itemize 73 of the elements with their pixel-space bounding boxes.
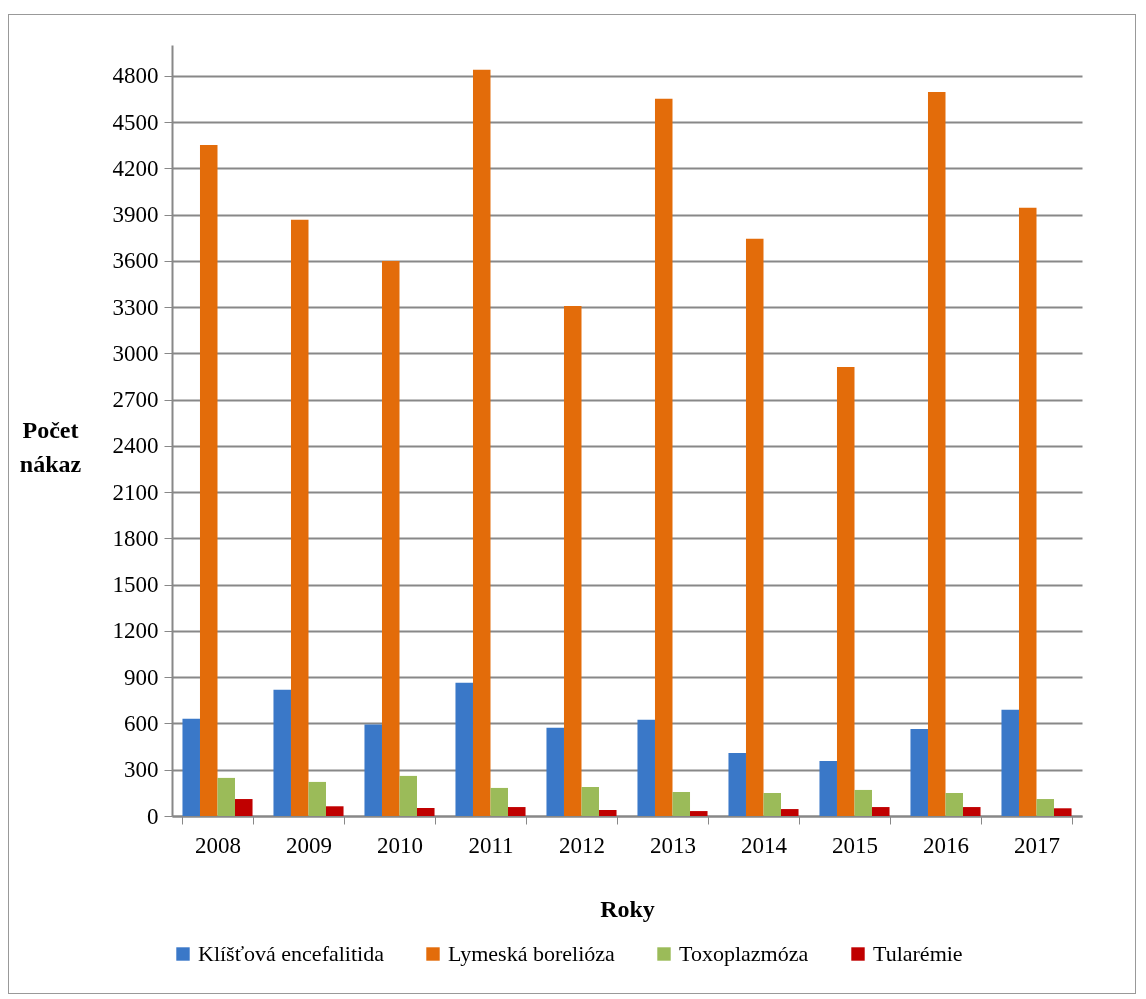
bar bbox=[399, 775, 418, 816]
bar bbox=[637, 719, 655, 816]
x-tick-label: 2011 bbox=[468, 832, 514, 858]
y-tick-label: 1200 bbox=[112, 618, 159, 644]
x-tick-label: 2008 bbox=[195, 832, 241, 858]
y-tick-label: 4500 bbox=[112, 109, 159, 135]
bar bbox=[763, 793, 782, 816]
x-tick-label: 2014 bbox=[741, 832, 788, 858]
bar bbox=[235, 799, 253, 816]
bar bbox=[308, 781, 327, 816]
x-tick-label: 2016 bbox=[923, 832, 969, 858]
legend-label: Tularémie bbox=[873, 941, 963, 966]
bar bbox=[381, 260, 400, 816]
bar bbox=[672, 791, 691, 816]
bar bbox=[819, 760, 837, 816]
y-tick-label: 3000 bbox=[112, 340, 159, 366]
bar bbox=[690, 811, 708, 816]
bar bbox=[563, 305, 582, 816]
bar bbox=[654, 98, 673, 816]
y-tick-label: 3900 bbox=[112, 202, 159, 228]
y-tick-label: 600 bbox=[124, 710, 159, 736]
bar bbox=[417, 807, 435, 816]
legend-label: Lymeská borelióza bbox=[448, 941, 616, 966]
bar bbox=[872, 807, 890, 816]
legend-label: Klíšťová encefalitida bbox=[198, 941, 385, 966]
bar bbox=[781, 809, 799, 816]
bar bbox=[455, 682, 473, 816]
bar bbox=[945, 793, 964, 816]
bar bbox=[728, 752, 746, 816]
bar bbox=[508, 807, 526, 816]
x-tick-label: 2012 bbox=[559, 832, 605, 858]
bar bbox=[326, 806, 344, 816]
y-tick-label: 4200 bbox=[112, 155, 159, 181]
bar bbox=[745, 238, 764, 816]
bar bbox=[836, 366, 855, 816]
bar bbox=[910, 728, 928, 816]
x-tick-label: 2015 bbox=[832, 832, 878, 858]
bar bbox=[1001, 709, 1019, 816]
x-axis-title: Roky bbox=[600, 895, 655, 922]
bar bbox=[1054, 808, 1072, 816]
y-tick-label: 2100 bbox=[112, 479, 159, 505]
y-tick-label: 0 bbox=[147, 803, 159, 829]
y-axis-title: Počet nákaz bbox=[19, 417, 82, 477]
bar bbox=[599, 809, 617, 816]
y-tick-label: 2400 bbox=[112, 433, 159, 459]
x-tick-label: 2013 bbox=[650, 832, 696, 858]
y-tick-label: 900 bbox=[124, 664, 159, 690]
bar bbox=[199, 144, 218, 816]
bar bbox=[1018, 207, 1037, 816]
bar bbox=[490, 787, 509, 816]
bar bbox=[290, 219, 309, 816]
y-tick-label: 1500 bbox=[112, 572, 159, 598]
y-tick-label: 2700 bbox=[112, 387, 159, 413]
bar bbox=[1036, 799, 1055, 816]
bar bbox=[472, 69, 491, 816]
x-tick-label: 2009 bbox=[286, 832, 332, 858]
y-tick-label: 300 bbox=[124, 757, 159, 783]
bar bbox=[182, 718, 200, 816]
x-tick-label: 2010 bbox=[377, 832, 423, 858]
bar bbox=[927, 91, 946, 816]
bar bbox=[364, 724, 382, 816]
y-tick-label: 4800 bbox=[112, 63, 159, 89]
bar bbox=[854, 789, 873, 816]
legend-label: Toxoplazmóza bbox=[679, 941, 809, 966]
bar bbox=[963, 807, 981, 816]
bar bbox=[546, 727, 564, 816]
y-tick-label: 3600 bbox=[112, 248, 159, 274]
x-tick-label: 2017 bbox=[1014, 832, 1060, 858]
y-tick-label: 1800 bbox=[112, 525, 159, 551]
bar bbox=[273, 689, 291, 816]
y-tick-label: 3300 bbox=[112, 294, 159, 320]
bar bbox=[217, 777, 236, 816]
bar bbox=[581, 787, 600, 816]
